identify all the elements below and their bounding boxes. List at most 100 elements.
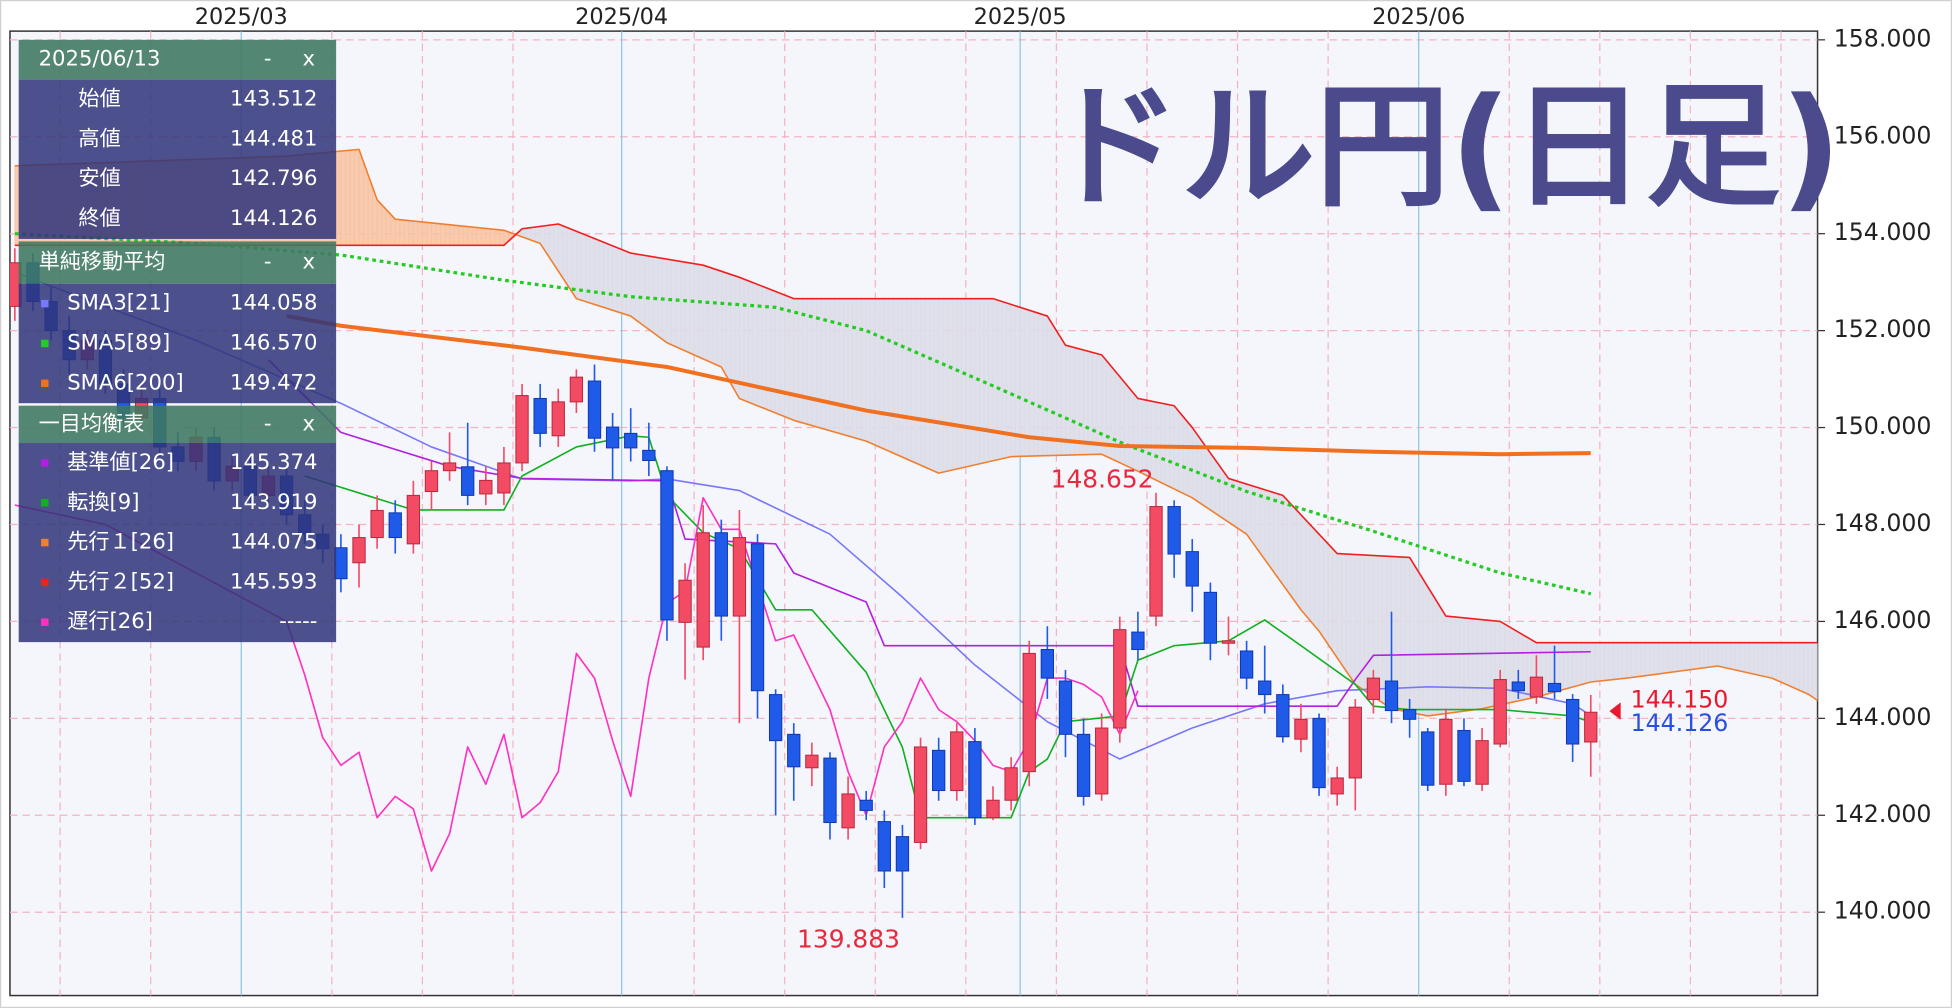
- cloud-fill: [1305, 518, 1311, 622]
- cloud-fill: [1613, 642, 1619, 680]
- minimize-button[interactable]: -: [264, 46, 272, 71]
- panel-row: [18, 283, 337, 404]
- cloud-fill: [1708, 642, 1714, 668]
- cloud-fill: [1798, 642, 1804, 693]
- cloud-fill: [1223, 470, 1229, 523]
- close-button[interactable]: x: [302, 249, 315, 274]
- candle-body: [913, 746, 928, 843]
- cloud-fill: [1753, 642, 1759, 676]
- candle-body: [678, 579, 692, 623]
- candle-body: [1167, 506, 1181, 555]
- cloud-fill: [1069, 345, 1075, 456]
- cloud-fill: [603, 241, 609, 310]
- legend-label: 先行１[26]: [67, 529, 174, 554]
- cloud-fill: [1182, 415, 1189, 497]
- legend-swatch: [41, 578, 49, 587]
- candle-body: [334, 547, 348, 580]
- candle-body: [932, 749, 946, 792]
- cloud-fill: [1440, 607, 1447, 715]
- minimize-button[interactable]: -: [264, 249, 272, 274]
- indicator-line: [14, 271, 1592, 760]
- cloud-fill: [1481, 619, 1487, 710]
- cloud-fill: [729, 273, 736, 392]
- cloud-fill: [680, 260, 686, 352]
- candle-body: [1095, 727, 1109, 795]
- cloud-fill: [1450, 616, 1456, 714]
- cloud-fill: [1332, 547, 1338, 659]
- cloud-fill: [435, 222, 441, 246]
- candle-body: [1402, 709, 1417, 720]
- candle-body: [1547, 682, 1562, 693]
- candle-body: [750, 543, 765, 692]
- cloud-fill: [1803, 642, 1809, 695]
- minimize-button[interactable]: -: [264, 410, 272, 435]
- candle-body: [1040, 649, 1055, 679]
- cloud-fill: [784, 294, 790, 420]
- cloud-fill: [870, 298, 876, 446]
- annotation: 148.652: [1051, 464, 1154, 493]
- cloud-fill: [467, 226, 473, 246]
- candle-body: [533, 397, 547, 434]
- candle-body: [1330, 777, 1344, 795]
- cloud-fill: [476, 227, 482, 246]
- cloud-fill: [607, 243, 613, 311]
- candle-body: [1276, 694, 1290, 738]
- x-tick-label: 2025/06: [1372, 4, 1465, 30]
- cloud-fill: [861, 298, 867, 442]
- cloud-fill: [951, 298, 958, 471]
- candle-body: [841, 793, 855, 829]
- cloud-fill: [720, 270, 727, 377]
- candle-body: [1022, 652, 1036, 773]
- cloud-fill: [1468, 617, 1474, 711]
- cloud-fill: [988, 298, 994, 463]
- cloud-fill: [1617, 642, 1623, 680]
- cloud-fill: [621, 248, 627, 316]
- cloud-fill: [1074, 347, 1080, 456]
- legend-swatch: [41, 459, 49, 467]
- cloud-fill: [1128, 386, 1134, 470]
- cloud-fill: [1726, 642, 1732, 670]
- legend-value: 146.570: [230, 329, 317, 354]
- cloud-fill: [1078, 348, 1084, 456]
- y-tick-label: 154.000: [1834, 218, 1932, 246]
- cloud-fill: [802, 298, 808, 425]
- cloud-fill: [702, 264, 709, 362]
- cloud-fill: [1114, 370, 1121, 464]
- candle-body: [605, 426, 620, 449]
- cloud-fill: [1454, 616, 1460, 713]
- candle-body: [497, 462, 511, 494]
- cloud-fill: [788, 296, 795, 421]
- cloud-fill: [1653, 642, 1660, 675]
- close-button[interactable]: x: [302, 46, 315, 71]
- legend-value: 145.374: [230, 449, 317, 474]
- cloud-fill: [1341, 553, 1347, 673]
- cloud-fill: [1323, 538, 1329, 646]
- cloud-fill: [1286, 499, 1293, 599]
- cloud-fill: [906, 298, 912, 462]
- cloud-fill: [820, 298, 826, 430]
- close-button[interactable]: x: [302, 410, 315, 435]
- candle-body: [1529, 676, 1544, 698]
- candle-body: [950, 731, 964, 792]
- candle-body: [1004, 767, 1018, 801]
- cloud-fill: [1123, 381, 1130, 468]
- cloud-fill: [1133, 391, 1139, 472]
- cloud-fill: [1363, 554, 1370, 695]
- candle-body: [1221, 640, 1236, 644]
- cloud-fill: [412, 220, 419, 246]
- cloud-fill: [1056, 329, 1062, 456]
- candle-body: [859, 799, 873, 811]
- candle-body: [515, 395, 529, 464]
- candle-body: [642, 449, 656, 462]
- cloud-fill: [965, 298, 971, 468]
- cloud-fill: [1336, 553, 1343, 666]
- candle-body: [1185, 551, 1199, 587]
- candle-body: [1312, 717, 1326, 789]
- ohlc-value: 144.126: [230, 205, 317, 230]
- candle-body: [1076, 733, 1091, 797]
- panel-row: [18, 79, 337, 239]
- cloud-fill: [920, 298, 926, 468]
- cloud-fill: [426, 221, 432, 246]
- panel-row: [18, 443, 337, 643]
- cloud-fill: [566, 227, 573, 293]
